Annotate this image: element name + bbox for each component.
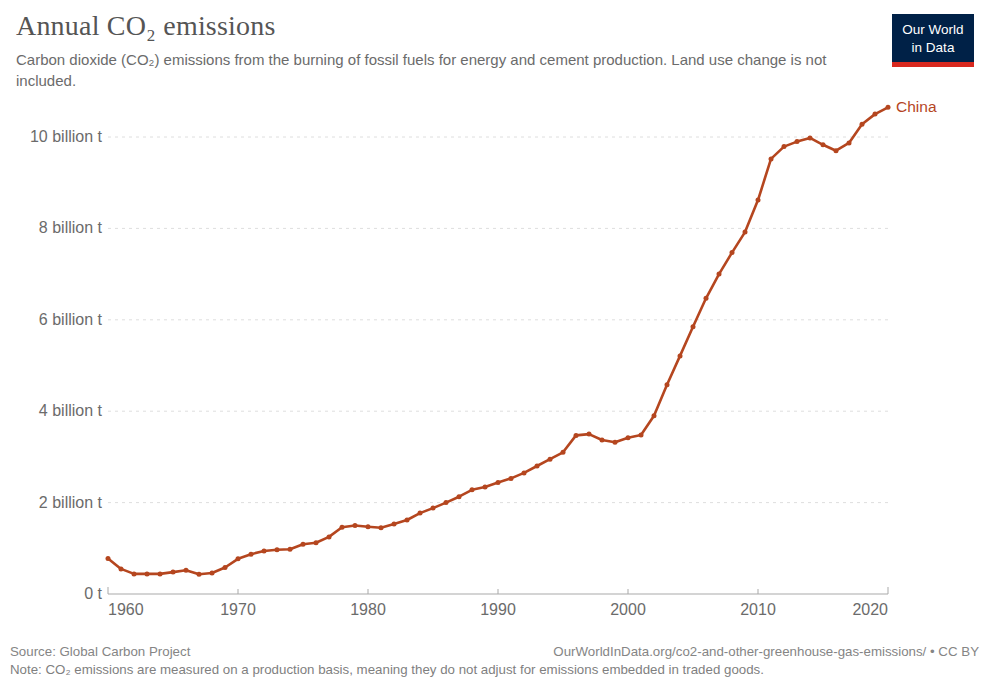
china-data-point[interactable]	[574, 433, 579, 438]
x-axis-tick-label: 2020	[852, 601, 888, 618]
china-data-point[interactable]	[522, 470, 527, 475]
china-data-point[interactable]	[353, 523, 358, 528]
x-axis-tick-label: 1960	[108, 601, 144, 618]
footer-note: Note: CO₂ emissions are measured on a pr…	[10, 662, 979, 677]
china-data-point[interactable]	[197, 572, 202, 577]
china-data-point[interactable]	[223, 565, 228, 570]
china-data-point[interactable]	[886, 105, 891, 110]
china-data-point[interactable]	[873, 112, 878, 117]
china-data-point[interactable]	[769, 156, 774, 161]
china-data-point[interactable]	[717, 272, 722, 277]
china-data-point[interactable]	[678, 353, 683, 358]
china-data-point[interactable]	[379, 525, 384, 530]
china-data-point[interactable]	[119, 566, 124, 571]
china-data-point[interactable]	[860, 122, 865, 127]
china-data-point[interactable]	[184, 568, 189, 573]
china-data-point[interactable]	[613, 440, 618, 445]
china-data-point[interactable]	[171, 570, 176, 575]
china-data-point[interactable]	[327, 534, 332, 539]
y-axis-tick-label: 8 billion t	[39, 219, 103, 236]
china-data-point[interactable]	[145, 571, 150, 576]
china-data-point[interactable]	[158, 571, 163, 576]
china-data-point[interactable]	[665, 382, 670, 387]
owid-chart: Annual CO₂ emissions Carbon dioxide (CO₂…	[0, 0, 989, 699]
china-data-point[interactable]	[340, 525, 345, 530]
china-data-point[interactable]	[392, 522, 397, 527]
china-data-point[interactable]	[496, 480, 501, 485]
china-data-point[interactable]	[639, 433, 644, 438]
china-data-point[interactable]	[808, 135, 813, 140]
china-data-point[interactable]	[847, 140, 852, 145]
y-axis-tick-label: 10 billion t	[30, 128, 103, 145]
y-axis-tick-label: 0 t	[84, 585, 102, 602]
china-data-point[interactable]	[600, 438, 605, 443]
emissions-line-chart: 0 t 2 billion t 4 billion t 6 billion t 8 bi…	[0, 0, 989, 640]
x-axis-tick-label: 1970	[220, 601, 256, 618]
china-data-point[interactable]	[106, 556, 111, 561]
china-data-point[interactable]	[444, 500, 449, 505]
china-data-point[interactable]	[431, 506, 436, 511]
china-data-point[interactable]	[301, 542, 306, 547]
china-data-point[interactable]	[366, 524, 371, 529]
china-data-point[interactable]	[509, 476, 514, 481]
china-data-point[interactable]	[535, 464, 540, 469]
china-data-point[interactable]	[691, 324, 696, 329]
china-data-point[interactable]	[587, 432, 592, 437]
china-data-point[interactable]	[730, 250, 735, 255]
china-data-point[interactable]	[262, 549, 267, 554]
series-label-china[interactable]: China	[896, 98, 937, 115]
china-data-point[interactable]	[834, 148, 839, 153]
china-data-point[interactable]	[756, 198, 761, 203]
china-data-point[interactable]	[132, 571, 137, 576]
china-data-point[interactable]	[782, 144, 787, 149]
china-data-point[interactable]	[314, 540, 319, 545]
china-data-point[interactable]	[821, 142, 826, 147]
china-data-point[interactable]	[561, 450, 566, 455]
china-data-point[interactable]	[483, 485, 488, 490]
china-data-point[interactable]	[795, 139, 800, 144]
china-data-point[interactable]	[548, 457, 553, 462]
china-data-point[interactable]	[418, 511, 423, 516]
china-data-point[interactable]	[652, 413, 657, 418]
x-axis-tick-label: 2000	[610, 601, 646, 618]
china-data-point[interactable]	[275, 547, 280, 552]
china-data-point[interactable]	[236, 556, 241, 561]
china-data-point[interactable]	[457, 494, 462, 499]
china-data-point[interactable]	[405, 518, 410, 523]
china-data-point[interactable]	[288, 547, 293, 552]
china-data-point[interactable]	[210, 571, 215, 576]
x-axis-tick-label: 1990	[480, 601, 516, 618]
y-axis-tick-label: 2 billion t	[39, 494, 103, 511]
china-data-point[interactable]	[626, 435, 631, 440]
china-data-point[interactable]	[470, 487, 475, 492]
y-axis-tick-label: 4 billion t	[39, 402, 103, 419]
china-data-point[interactable]	[704, 296, 709, 301]
china-data-point[interactable]	[249, 552, 254, 557]
source-label: Source: Global Carbon Project	[10, 644, 190, 659]
x-axis-tick-label: 2010	[740, 601, 776, 618]
china-data-point[interactable]	[743, 230, 748, 235]
x-axis-tick-label: 1980	[350, 601, 386, 618]
owid-url-link[interactable]: OurWorldInData.org/co2-and-other-greenho…	[553, 644, 979, 659]
y-axis-tick-label: 6 billion t	[39, 311, 103, 328]
china-series-line[interactable]	[108, 107, 888, 574]
chart-footer: Source: Global Carbon Project OurWorldIn…	[10, 644, 979, 677]
